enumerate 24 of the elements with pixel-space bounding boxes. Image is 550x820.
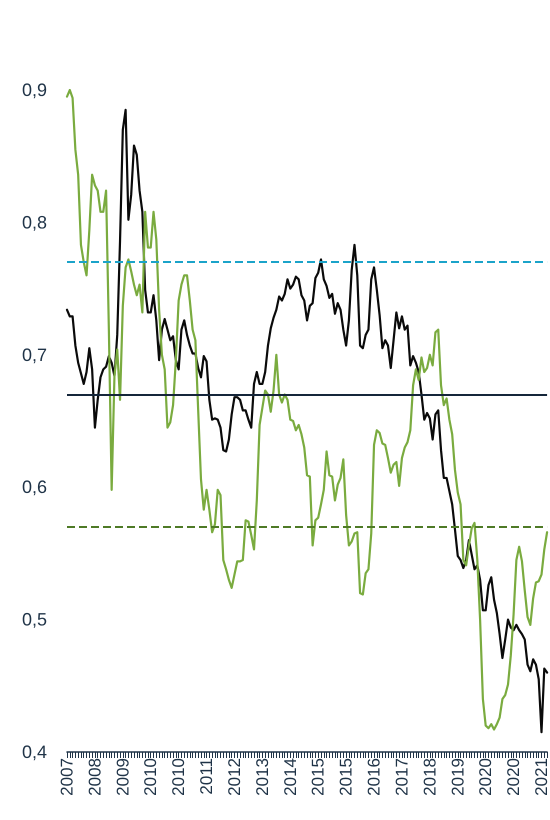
- x-tick-label: 2013: [252, 758, 272, 796]
- x-tick-label: 2010: [141, 758, 160, 796]
- x-tick-label: 2011: [197, 758, 216, 795]
- x-tick-label: 2019: [448, 758, 468, 796]
- y-tick-label: 0,4: [22, 742, 47, 762]
- y-tick-label: 0,5: [22, 610, 47, 630]
- x-tick-label: 2009: [113, 758, 132, 796]
- x-tick-label: 2018: [420, 758, 440, 796]
- y-tick-label: 0,7: [22, 344, 47, 365]
- y-tick-label: 0,8: [22, 212, 47, 232]
- y-tick-label: 0,9: [22, 80, 47, 100]
- x-tick-label: 2014: [280, 758, 300, 796]
- x-tick-label: 2015: [336, 758, 356, 796]
- x-tick-label: 2021: [532, 758, 550, 796]
- x-tick-label: 2017: [392, 758, 412, 796]
- x-tick-label: 2012: [224, 758, 244, 796]
- x-tick-label: 2020: [504, 758, 524, 796]
- x-tick-label: 2015: [308, 758, 328, 796]
- y-tick-label: 0,6: [22, 477, 47, 498]
- x-tick-label: 2007: [58, 758, 76, 796]
- x-tick-label: 2020: [476, 758, 496, 796]
- x-tick-label: 2008: [85, 758, 104, 796]
- x-tick-label: 2016: [364, 758, 384, 796]
- x-tick-label: 2010: [169, 758, 188, 796]
